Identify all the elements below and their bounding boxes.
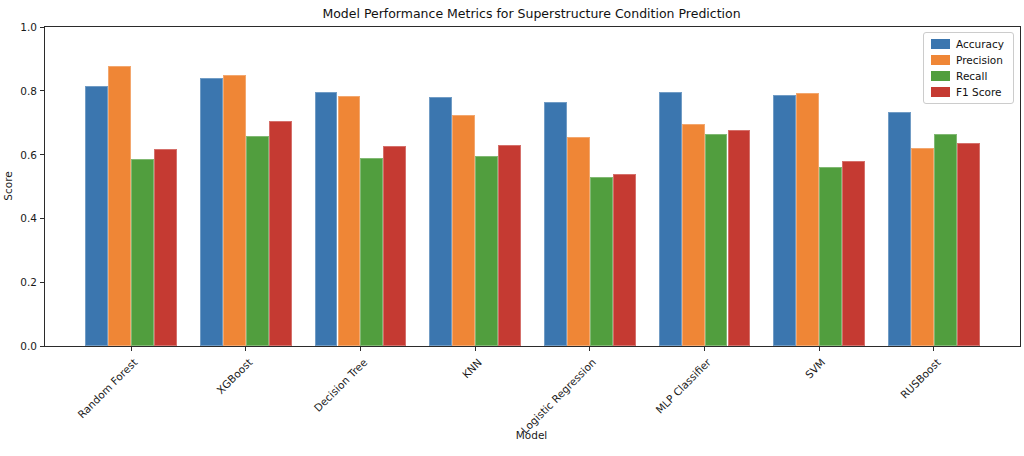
bar bbox=[498, 145, 521, 346]
legend-item: Accuracy bbox=[931, 38, 1004, 50]
figure: Model Performance Metrics for Superstruc… bbox=[0, 0, 1024, 456]
x-tick bbox=[245, 347, 246, 351]
x-category-label-text: KNN bbox=[459, 356, 483, 380]
bar bbox=[888, 112, 911, 346]
legend-label: Precision bbox=[956, 54, 1003, 66]
y-tick bbox=[40, 218, 44, 219]
y-axis-label: Score bbox=[2, 116, 14, 256]
bar bbox=[223, 75, 246, 346]
legend-item: F1 Score bbox=[931, 86, 1004, 98]
x-category-label-text: Logistic Regression bbox=[519, 356, 599, 436]
x-tick bbox=[819, 347, 820, 351]
bar bbox=[383, 146, 406, 346]
bar bbox=[452, 115, 475, 346]
y-tick bbox=[40, 154, 44, 155]
bar bbox=[957, 143, 980, 346]
bar bbox=[108, 66, 131, 346]
bar bbox=[934, 134, 957, 346]
y-tick-label: 0.4 bbox=[0, 212, 37, 224]
y-tick bbox=[40, 27, 44, 28]
legend-label: F1 Score bbox=[956, 86, 1001, 98]
y-tick bbox=[40, 346, 44, 347]
bar bbox=[200, 78, 223, 346]
f1-score-swatch-icon bbox=[931, 87, 950, 97]
bar bbox=[590, 177, 613, 346]
legend-item: Precision bbox=[931, 54, 1004, 66]
x-category-label-text: RUSBoost bbox=[898, 356, 943, 401]
x-axis-label: Model bbox=[44, 429, 1019, 441]
x-tick bbox=[589, 347, 590, 351]
bar bbox=[269, 121, 292, 346]
bar bbox=[85, 86, 108, 346]
x-tick bbox=[475, 347, 476, 351]
x-category-label-text: MLP Classifier bbox=[653, 356, 713, 416]
y-tick bbox=[40, 282, 44, 283]
x-category-label-text: Decision Tree bbox=[311, 356, 369, 414]
legend: Accuracy Precision Recall F1 Score bbox=[923, 32, 1014, 104]
legend-label: Accuracy bbox=[956, 38, 1004, 50]
x-tick bbox=[704, 347, 705, 351]
bar bbox=[728, 130, 751, 346]
chart-title: Model Performance Metrics for Superstruc… bbox=[44, 6, 1019, 21]
bar bbox=[796, 93, 819, 346]
y-tick-label: 1.0 bbox=[0, 21, 37, 33]
bar bbox=[842, 161, 865, 346]
bar bbox=[429, 97, 452, 346]
x-category-label-text: SVM bbox=[803, 356, 828, 381]
bar bbox=[338, 96, 361, 346]
bar bbox=[315, 92, 338, 346]
accuracy-swatch-icon bbox=[931, 39, 950, 49]
legend-label: Recall bbox=[956, 70, 987, 82]
plot-area: Accuracy Precision Recall F1 Score 0.00.… bbox=[44, 26, 1021, 347]
bar bbox=[154, 149, 177, 346]
recall-swatch-icon bbox=[931, 71, 950, 81]
x-tick bbox=[131, 347, 132, 351]
bar bbox=[819, 167, 842, 346]
bar bbox=[246, 136, 269, 346]
bar bbox=[567, 137, 590, 346]
x-category-label-text: XGBoost bbox=[214, 356, 254, 396]
bar bbox=[911, 148, 934, 346]
y-tick-label: 0.2 bbox=[0, 276, 37, 288]
bar bbox=[659, 92, 682, 346]
precision-swatch-icon bbox=[931, 55, 950, 65]
bar bbox=[705, 134, 728, 346]
bar bbox=[773, 95, 796, 346]
y-tick-label: 0.0 bbox=[0, 340, 37, 352]
x-tick bbox=[933, 347, 934, 351]
y-tick-label: 0.8 bbox=[0, 85, 37, 97]
x-category-label-text: Random Forest bbox=[75, 356, 139, 420]
bar bbox=[544, 102, 567, 346]
bar bbox=[613, 174, 636, 346]
bar bbox=[360, 158, 383, 346]
y-tick-label: 0.6 bbox=[0, 149, 37, 161]
y-tick bbox=[40, 90, 44, 91]
legend-item: Recall bbox=[931, 70, 1004, 82]
bar bbox=[131, 159, 154, 346]
bar bbox=[682, 124, 705, 346]
bar bbox=[475, 156, 498, 346]
x-tick bbox=[360, 347, 361, 351]
